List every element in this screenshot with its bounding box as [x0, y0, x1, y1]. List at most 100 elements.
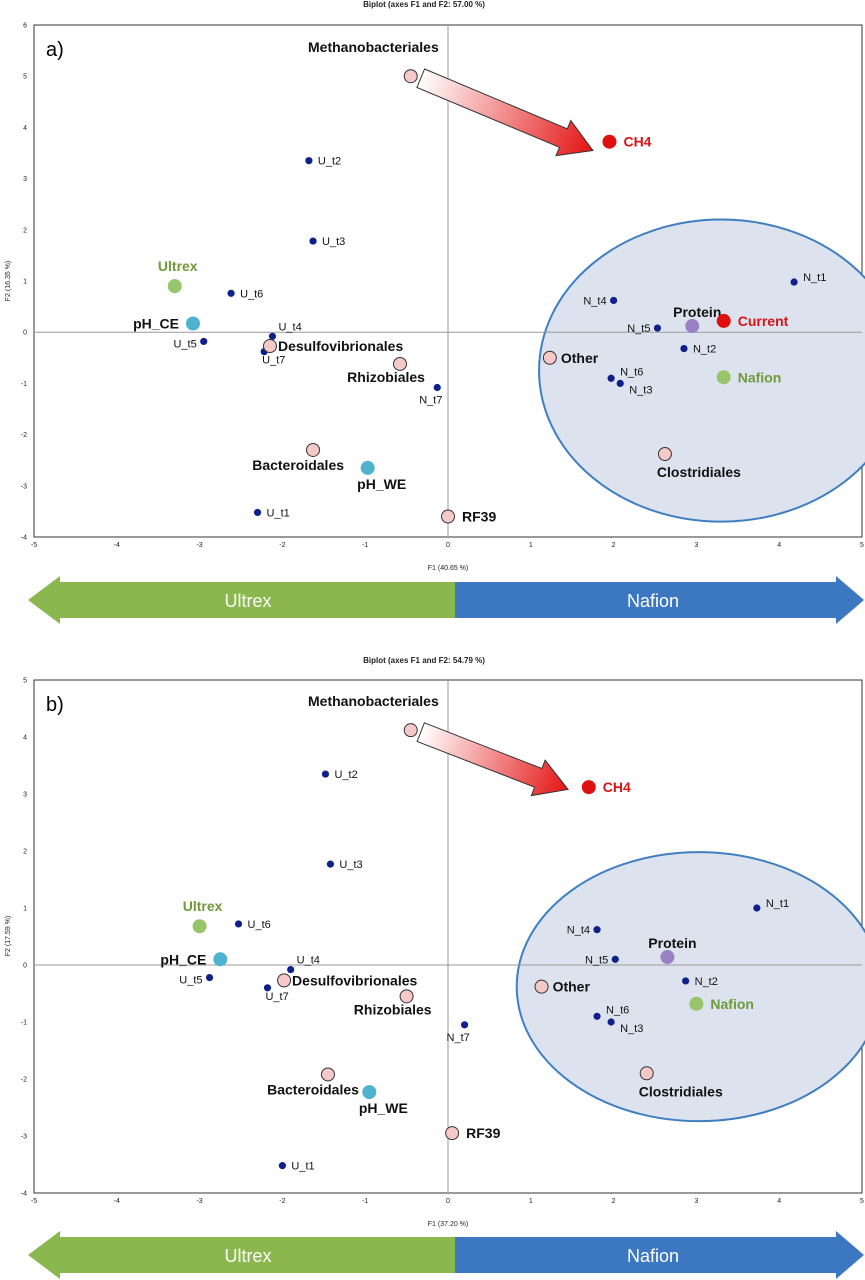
methane-trend-arrow: [416, 722, 569, 797]
observation-label: U_t5: [173, 338, 196, 350]
y-tick-label: -3: [21, 1134, 27, 1141]
variable-point: [392, 356, 407, 371]
x-tick-label: 3: [694, 542, 698, 549]
observation-point: [593, 1012, 601, 1020]
x-tick-label: -2: [279, 1198, 285, 1205]
observation-point: [234, 920, 243, 928]
chart-title: Biplot (axes F1 and F2: 54.79 %): [363, 656, 485, 665]
x-tick-label: -4: [114, 1198, 120, 1205]
observation-point: [433, 383, 441, 392]
observation-label: U_t6: [240, 288, 263, 300]
variable-label: RF39: [466, 1125, 500, 1141]
variable-label: Desulfovibrionales: [278, 338, 403, 354]
x-tick-label: 1: [529, 1198, 533, 1205]
y-tick-label: -2: [21, 1077, 27, 1084]
variable-point: [167, 279, 182, 294]
biplot-panel-a: Biplot (axes F1 and F2: 57.00 %) a) -5 -4…: [5, 0, 865, 572]
x-tick-label: -2: [279, 542, 285, 549]
y-tick-label: 1: [23, 279, 27, 286]
panel-label: b): [46, 694, 64, 716]
x-tick-label: -4: [114, 542, 120, 549]
observation-label: U_t1: [267, 507, 290, 519]
observation-point: [263, 984, 272, 992]
variable-label: Protein: [648, 935, 696, 951]
observation-label: N_t6: [620, 366, 643, 378]
observation-point: [790, 278, 798, 286]
observation-point: [460, 1021, 469, 1029]
variable-point: [403, 723, 418, 738]
variable-label: Bacteroidales: [252, 457, 344, 473]
observation-label: U_t4: [297, 955, 320, 967]
membrane-band-b: Ultrex Nafion: [28, 1231, 864, 1279]
x-tick-label: -5: [31, 1198, 37, 1205]
variable-point: [685, 319, 700, 334]
variable-label: pH_WE: [359, 1100, 408, 1116]
y-tick-label: 5: [23, 74, 27, 81]
y-tick-label: 0: [23, 330, 27, 337]
observation-point: [227, 289, 235, 297]
ultrex-arrow: [28, 576, 455, 624]
observation-point: [611, 955, 619, 963]
observation-point: [305, 157, 313, 165]
variable-label: Clostridiales: [639, 1083, 723, 1099]
variable-label: Nafion: [710, 996, 754, 1012]
ultrex-band-label: Ultrex: [224, 591, 271, 611]
x-tick-label: 2: [612, 542, 616, 549]
x-tick-label: 3: [694, 1198, 698, 1205]
nafion-band-label: Nafion: [627, 591, 679, 611]
variable-point: [602, 134, 617, 149]
variable-point: [362, 1085, 377, 1100]
variable-point: [403, 69, 418, 84]
variable-label: Clostridiales: [657, 464, 741, 480]
variable-label: pH_CE: [133, 315, 179, 331]
observation-label: N_t2: [695, 976, 718, 988]
variable-point: [581, 780, 596, 795]
variable-point: [534, 979, 549, 994]
observation-point: [278, 1162, 286, 1170]
x-tick-label: 4: [777, 542, 781, 549]
variable-label: Methanobacteriales: [308, 693, 439, 709]
variable-label: Ultrex: [158, 258, 198, 274]
observation-point: [287, 965, 295, 974]
variable-label: Protein: [673, 304, 721, 320]
x-tick-label: -3: [196, 1198, 202, 1205]
variable-point: [716, 370, 731, 385]
observation-label: U_t2: [318, 156, 341, 168]
observation-label: N_t2: [693, 344, 716, 356]
variable-point: [399, 989, 414, 1004]
observation-label: N_t7: [447, 1032, 470, 1044]
methane-trend-arrow: [416, 68, 594, 157]
nafion-arrow: [455, 1231, 864, 1279]
y-tick-label: -1: [21, 1020, 27, 1027]
observation-point: [253, 508, 262, 517]
x-tick-label: -5: [31, 542, 37, 549]
y-axis-label: F2 (17.59 %): [5, 916, 12, 956]
variable-point: [639, 1066, 654, 1081]
observation-point: [680, 344, 688, 353]
observation-label: U_t3: [322, 236, 345, 248]
observation-label: U_t7: [262, 355, 285, 367]
observation-point: [321, 770, 330, 778]
observation-label: U_t2: [334, 769, 357, 781]
y-tick-label: -1: [21, 381, 27, 388]
y-tick-label: -2: [21, 432, 27, 439]
y-tick-label: 5: [23, 678, 27, 685]
y-tick-label: 2: [23, 227, 27, 234]
observation-label: U_t1: [291, 1161, 314, 1173]
nafion-cluster-ellipse: [515, 851, 865, 1123]
observation-point: [326, 860, 335, 868]
variable-label: CH4: [623, 134, 651, 150]
variable-label: pH_WE: [357, 476, 406, 492]
observation-point: [205, 973, 214, 982]
variable-point: [185, 316, 200, 331]
ultrex-arrow: [28, 1231, 455, 1279]
variable-point: [192, 919, 207, 934]
biplot-panel-b: Biplot (axes F1 and F2: 54.79 %) b) -5 -4…: [5, 656, 865, 1228]
membrane-band-a: Ultrex Nafion: [28, 576, 864, 624]
observation-point: [309, 237, 317, 245]
variable-point: [689, 996, 704, 1011]
x-tick-label: 5: [860, 1198, 864, 1205]
observation-label: N_t5: [627, 323, 650, 335]
variable-point: [660, 950, 675, 965]
